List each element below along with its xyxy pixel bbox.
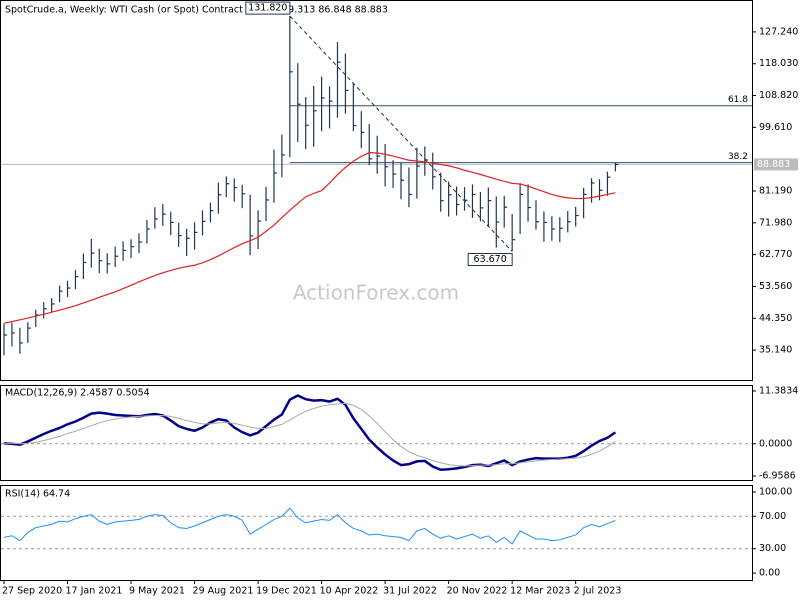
y-tick-label: 81.190: [759, 186, 792, 197]
watermark: ActionForex.com: [293, 281, 459, 305]
trend-line: [289, 15, 513, 252]
y-tick-label: 44.350: [759, 313, 792, 324]
series-line: [3, 394, 617, 472]
x-tick-label: 20 Nov 2022: [447, 586, 508, 597]
macd-title: MACD(12,26,9) 2.4587 0.5054: [5, 388, 150, 399]
annotation-box: [245, 1, 291, 15]
y-tick-label: 53.560: [759, 281, 792, 292]
x-tick-label: 31 Jul 2022: [383, 586, 437, 597]
y-tick-label: 62.770: [759, 249, 792, 260]
x-tick-label: 9 May 2021: [129, 586, 185, 597]
y-tick-label: 0.0000: [759, 438, 792, 449]
x-tick-label: 10 Apr 2022: [320, 586, 379, 597]
series-line: [3, 507, 616, 545]
y-tick-label: 71.980: [759, 217, 792, 228]
x-tick-label: 19 Dec 2021: [256, 586, 317, 597]
rsi-panel: [0, 485, 753, 581]
x-tick-label: 12 Mar 2023: [510, 586, 570, 597]
series-line: [4, 402, 616, 467]
y-tick-label: 108.820: [759, 90, 798, 101]
y-tick-label: 30.00: [759, 543, 786, 554]
x-tick-label: 17 Jan 2021: [66, 586, 123, 597]
y-tick-label: 118.030: [759, 58, 798, 69]
macd-panel: [0, 385, 753, 481]
fib-label: 61.8: [728, 95, 748, 105]
price-label: 88.883: [757, 159, 790, 170]
y-tick-label: 35.140: [759, 345, 792, 356]
y-tick-label: 70.00: [759, 511, 786, 522]
price-box: [754, 158, 798, 171]
y-tick-label: -6.9586: [759, 471, 796, 482]
x-tick-label: 2 Jul 2023: [574, 586, 622, 597]
y-tick-label: 127.240: [759, 26, 798, 37]
y-tick-label: 0.00: [759, 568, 780, 579]
annotation: 63.670: [474, 254, 507, 265]
y-tick-label: 100.00: [759, 486, 792, 497]
moving-average: [3, 152, 616, 324]
rsi-title: RSI(14) 64.74: [5, 489, 70, 500]
chart-subtitle: SpotCrude.a, Weekly: WTI Cash (or Spot) …: [5, 5, 388, 16]
annotation: 131.820: [248, 3, 287, 14]
fib-label: 38.2: [728, 152, 748, 162]
y-tick-label: 11.3834: [759, 385, 798, 396]
price-panel: [0, 0, 753, 381]
annotation-box: [467, 253, 513, 267]
x-tick-label: 27 Sep 2020: [2, 586, 62, 597]
x-tick-label: 29 Aug 2021: [193, 586, 254, 597]
y-tick-label: 99.610: [759, 122, 792, 133]
